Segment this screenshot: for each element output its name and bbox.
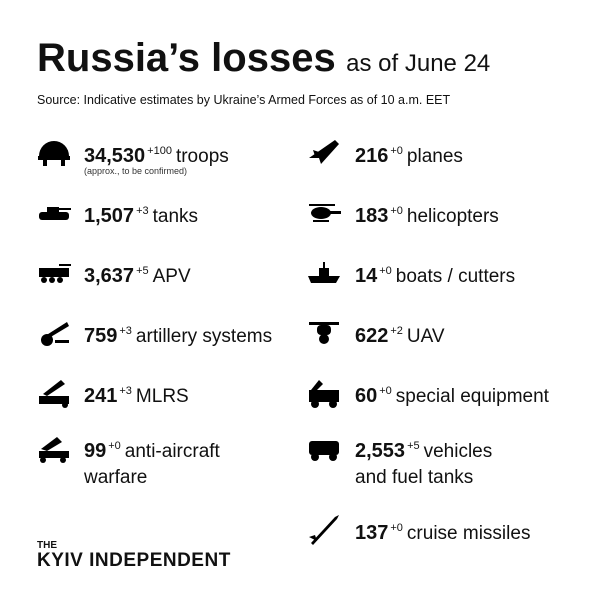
count: 1,507	[84, 205, 135, 227]
label: APV	[152, 266, 191, 287]
change: +0	[379, 265, 392, 277]
count: 183	[355, 205, 389, 227]
change: +3	[136, 205, 149, 217]
loss-item: 137 +0 cruise missiles	[355, 515, 595, 547]
label: cruise missiles	[406, 523, 531, 544]
count: 14	[355, 265, 378, 287]
loss-item: 14 +0 boats / cutters	[355, 258, 595, 290]
loss-item: 759 +3 artillery systems	[84, 318, 344, 350]
icon	[39, 380, 69, 408]
icon	[309, 322, 339, 344]
loss-item: 99 +0 anti-aircraft warfare	[84, 433, 259, 491]
label: helicopters	[406, 206, 499, 227]
icon	[309, 441, 339, 461]
change: +0	[108, 440, 121, 452]
icon	[309, 140, 339, 164]
icon	[39, 207, 71, 220]
change: +3	[119, 325, 132, 337]
label: UAV	[406, 326, 445, 347]
change: +0	[390, 522, 403, 534]
change: +0	[390, 145, 403, 157]
icon	[39, 264, 71, 283]
change: +3	[119, 385, 132, 397]
icon	[41, 322, 69, 346]
count: 34,530	[84, 145, 146, 167]
loss-item: 622 +2 UAV	[355, 318, 595, 350]
loss-item: 183 +0 helicopters	[355, 198, 595, 230]
label: special equipment	[395, 386, 549, 407]
note: (approx., to be confirmed)	[84, 166, 188, 176]
count: 60	[355, 385, 378, 407]
loss-item: 2,553 +5 vehicles and fuel tanks	[355, 433, 520, 491]
change: +0	[379, 385, 392, 397]
date: as of June 24	[346, 50, 491, 77]
brand: KYIV INDEPENDENT	[37, 550, 231, 571]
change: +5	[407, 440, 420, 452]
count: 216	[355, 145, 389, 167]
label: vehicles and fuel tanks	[355, 441, 493, 488]
label: tanks	[152, 206, 199, 227]
change: +2	[390, 325, 403, 337]
count: 99	[84, 440, 107, 462]
label: troops	[175, 146, 229, 167]
loss-item: 216 +0 planes	[355, 138, 595, 170]
count: 759	[84, 325, 118, 347]
count: 3,637	[84, 265, 135, 287]
loss-item: 60 +0 special equipment	[355, 378, 595, 410]
label: anti-aircraft warfare	[84, 441, 220, 488]
change: +100	[147, 145, 172, 157]
change: +0	[390, 205, 403, 217]
change: +5	[136, 265, 149, 277]
loss-item: 3,637 +5 APV	[84, 258, 284, 290]
count: 2,553	[355, 440, 406, 462]
loss-item: 1,507 +3 tanks	[84, 198, 284, 230]
label: MLRS	[135, 386, 189, 407]
icon	[309, 204, 341, 222]
icon	[38, 141, 70, 166]
label: boats / cutters	[395, 266, 516, 287]
source: Source: Indicative estimates by Ukraine’…	[37, 93, 451, 107]
loss-item: 241 +3 MLRS	[84, 378, 284, 410]
icon	[308, 262, 340, 283]
title: Russia’s losses	[37, 36, 336, 80]
count: 137	[355, 522, 389, 544]
count: 241	[84, 385, 118, 407]
loss-item: 34,530 +100 troops	[84, 138, 344, 170]
title-block: Russia’s losses as of June 24	[37, 36, 490, 81]
label: planes	[406, 146, 463, 167]
icon	[309, 515, 339, 545]
icon	[39, 437, 69, 463]
count: 622	[355, 325, 389, 347]
icon	[309, 380, 339, 408]
brand-top: THE	[37, 540, 57, 551]
label: artillery systems	[135, 326, 273, 347]
